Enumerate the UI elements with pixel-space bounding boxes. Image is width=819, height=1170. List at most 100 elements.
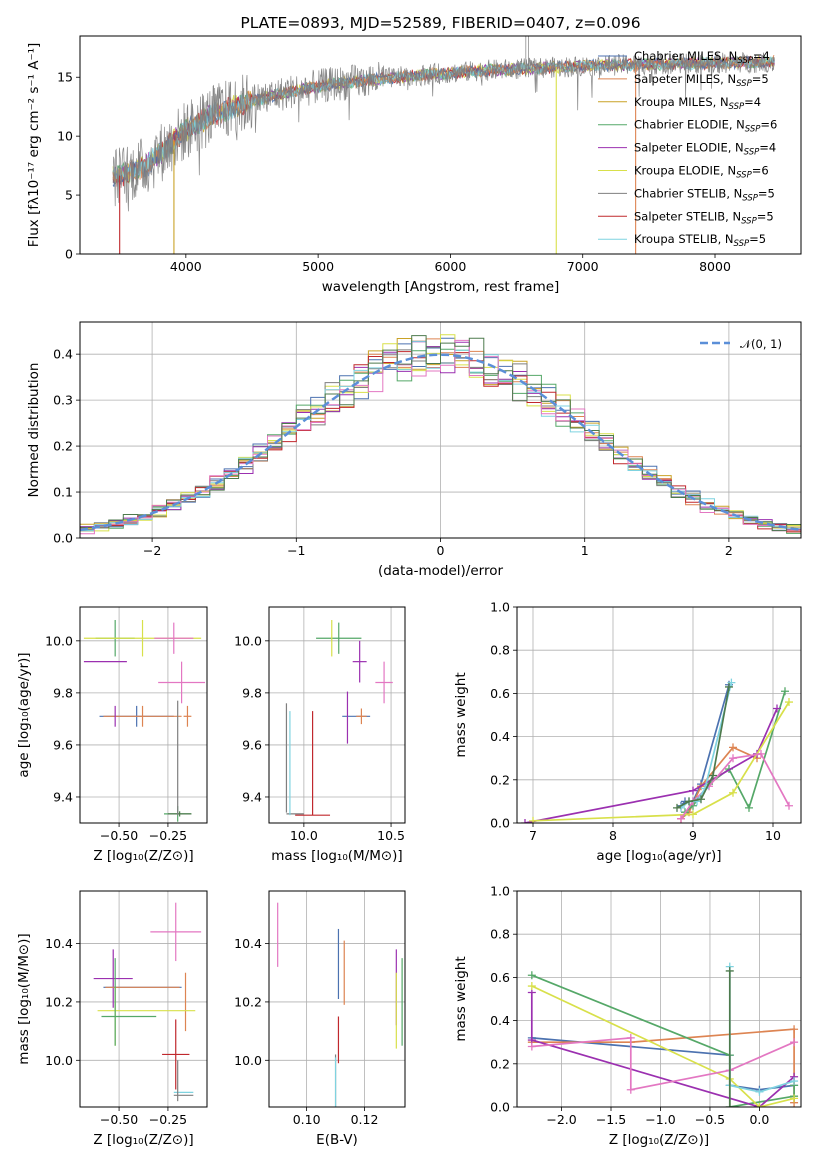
weight-marker bbox=[785, 698, 793, 707]
weight-marker bbox=[790, 1025, 799, 1034]
weight-marker bbox=[673, 803, 681, 812]
weight-marker bbox=[521, 819, 529, 823]
weight-marker bbox=[689, 810, 697, 819]
spectrum-line-chabrier-stelib bbox=[112, 51, 775, 212]
axes-frame bbox=[516, 890, 802, 1108]
x-tick-label: 0.0 bbox=[749, 1112, 769, 1127]
y-tick-label: 0.1 bbox=[53, 485, 73, 500]
x-tick-label: 2 bbox=[725, 543, 733, 558]
y-tick-label: 9.4 bbox=[53, 789, 73, 804]
y-tick-label: 10.4 bbox=[234, 936, 262, 951]
legend-label: Salpeter STELIB, NSSP=5 bbox=[634, 209, 774, 226]
plot-area bbox=[80, 334, 801, 536]
chart-title: PLATE=0893, MJD=52589, FIBERID=0407, z=0… bbox=[240, 14, 640, 32]
weight-line bbox=[530, 992, 795, 1107]
plot-area bbox=[112, 36, 775, 254]
legend: Chabrier MILES, NSSP=4 Salpeter MILES, NS… bbox=[598, 49, 777, 249]
x-tick-label: 10 bbox=[765, 828, 781, 843]
y-tick-label: 0.8 bbox=[490, 643, 510, 658]
y-tick-label: 0 bbox=[65, 247, 73, 262]
y-tick-label: 0.8 bbox=[490, 927, 510, 942]
y-tick-label: 0.0 bbox=[53, 531, 73, 546]
weight-marker bbox=[790, 1094, 799, 1103]
y-tick-label: 1.0 bbox=[490, 600, 510, 615]
x-axis-label: (data-model)/error bbox=[378, 563, 504, 579]
errorbar-panel-6: 0.10 0.12 10.0 10.2 10.4 E(B-V) bbox=[234, 890, 406, 1148]
x-tick-label: −1.0 bbox=[645, 1112, 675, 1127]
x-tick-label: −1.5 bbox=[596, 1112, 626, 1127]
x-tick-label: 7 bbox=[529, 828, 537, 843]
x-tick-label: 9 bbox=[689, 828, 697, 843]
y-tick-label: 9.8 bbox=[53, 685, 73, 700]
legend-label: Chabrier MILES, NSSP=4 bbox=[634, 49, 770, 66]
errorbar-panel-2: −0.50 −0.25 9.4 9.6 9.8 10.0 Z [log₁₀(Z/Z⊙)] ag… bbox=[16, 606, 208, 864]
x-tick-label: −1 bbox=[287, 543, 305, 558]
x-tick-label: 8 bbox=[609, 828, 617, 843]
y-tick-label: 10.4 bbox=[45, 936, 73, 951]
errorbar-panel-5: −0.50 −0.25 10.0 10.2 10.4 Z [log₁₀(Z/Z⊙)] mas… bbox=[16, 890, 208, 1148]
weight-marker bbox=[755, 1103, 764, 1107]
plot-area bbox=[93, 902, 202, 1102]
x-axis-label: Z [log₁₀(Z/Z⊙)] bbox=[93, 1132, 193, 1148]
weight-marker bbox=[781, 687, 789, 696]
x-tick-label: 0.12 bbox=[351, 1112, 379, 1127]
histogram-panel: −2 −1 0 1 2 0.0 0.1 0.2 0.3 0.4 (data-model)/error… bbox=[26, 321, 802, 579]
x-tick-label: 7000 bbox=[567, 259, 599, 274]
spectrum-panel: PLATE=0893, MJD=52589, FIBERID=0407, z=0… bbox=[26, 14, 802, 295]
legend-label: Kroupa ELODIE, NSSP=6 bbox=[634, 164, 769, 181]
plot-area bbox=[277, 902, 403, 1107]
y-tick-label: 0.6 bbox=[490, 970, 510, 985]
x-tick-label: −2.0 bbox=[546, 1112, 576, 1127]
y-tick-label: 0.4 bbox=[490, 1013, 510, 1028]
weight-marker bbox=[527, 971, 536, 980]
x-tick-label: 10.5 bbox=[377, 828, 405, 843]
x-tick-label: 4000 bbox=[170, 259, 202, 274]
weight-marker bbox=[790, 1038, 799, 1047]
y-tick-label: 1.0 bbox=[490, 884, 510, 899]
x-tick-label: 1 bbox=[581, 543, 589, 558]
x-tick-label: 6000 bbox=[435, 259, 467, 274]
y-tick-label: 0.2 bbox=[490, 1056, 510, 1071]
y-tick-label: 9.4 bbox=[242, 789, 262, 804]
y-tick-label: 10.0 bbox=[234, 1053, 262, 1068]
axes-frame bbox=[516, 606, 802, 824]
y-axis-label: mass [log₁₀(M/M⊙)] bbox=[16, 933, 32, 1064]
x-axis-label: Z [log₁₀(Z/Z⊙)] bbox=[93, 848, 193, 864]
y-tick-label: 0.3 bbox=[53, 393, 73, 408]
weight-marker bbox=[626, 1033, 635, 1042]
y-tick-label: 0.2 bbox=[53, 439, 73, 454]
weight-marker bbox=[529, 816, 537, 823]
y-tick-label: 10.0 bbox=[234, 633, 262, 648]
y-axis-label: Normed distribution bbox=[26, 363, 42, 498]
y-tick-label: 0.4 bbox=[53, 347, 73, 362]
weight-marker bbox=[626, 1085, 635, 1094]
y-axis-label: Flux [fλ10⁻¹⁷ erg cm⁻² s⁻¹ A⁻¹] bbox=[26, 43, 42, 248]
x-axis-label: Z [log₁₀(Z/Z⊙)] bbox=[609, 1132, 709, 1148]
weight-marker bbox=[745, 803, 753, 812]
y-tick-label: 9.6 bbox=[53, 737, 73, 752]
y-axis-label: mass weight bbox=[453, 672, 469, 757]
axes-frame bbox=[268, 890, 406, 1108]
weight-marker bbox=[729, 743, 737, 752]
weight-marker bbox=[785, 801, 793, 810]
axes-frame bbox=[79, 321, 802, 539]
weight-marker bbox=[677, 814, 685, 823]
y-tick-label: 0.0 bbox=[490, 816, 510, 831]
y-axis-label: age [log₁₀(age/yr)] bbox=[16, 652, 32, 777]
y-tick-label: 9.6 bbox=[242, 737, 262, 752]
y-tick-label: 15 bbox=[57, 70, 73, 85]
legend-label: 𝒩(0, 1) bbox=[740, 337, 782, 351]
errorbar-panel-3: 10.0 10.5 9.4 9.6 9.8 10.0 mass [log₁₀(M/M⊙)] bbox=[234, 606, 406, 864]
legend-label: Salpeter ELODIE, NSSP=4 bbox=[634, 141, 776, 158]
legend-label: Kroupa STELIB, NSSP=5 bbox=[634, 232, 766, 249]
x-tick-label: 8000 bbox=[699, 259, 731, 274]
plot-area bbox=[285, 620, 393, 816]
x-tick-label: −0.25 bbox=[149, 828, 187, 843]
axes-frame bbox=[79, 890, 208, 1108]
weight-marker bbox=[697, 795, 705, 804]
x-tick-label: −0.25 bbox=[149, 1112, 187, 1127]
weight-line bbox=[524, 708, 778, 823]
weight-marker bbox=[729, 788, 737, 797]
x-axis-label: mass [log₁₀(M/M⊙)] bbox=[271, 848, 402, 864]
weight-line bbox=[531, 985, 795, 1107]
